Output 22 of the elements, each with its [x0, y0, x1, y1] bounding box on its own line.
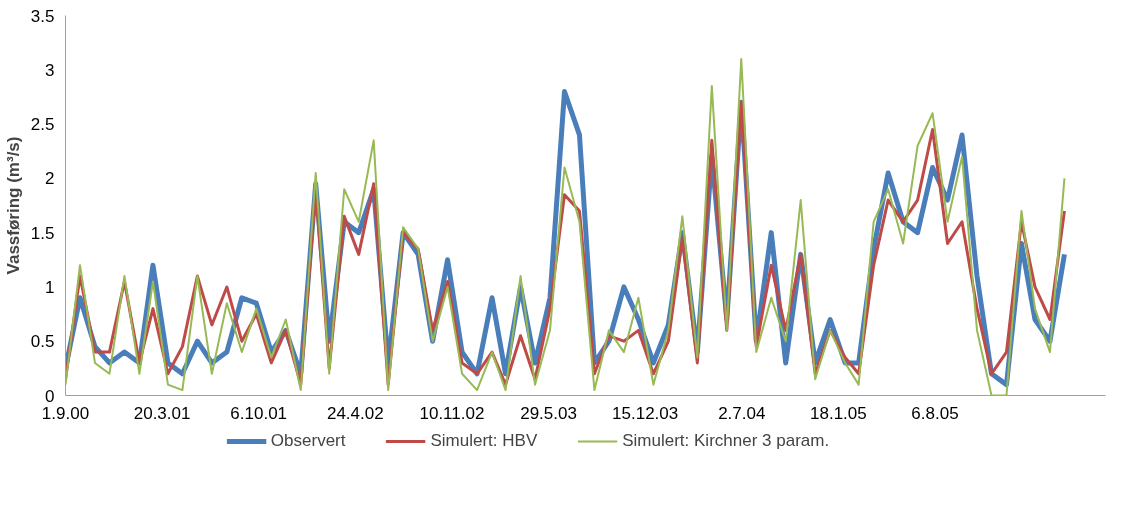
y-tick-label: 0	[45, 386, 55, 406]
x-tick-label: 24.4.02	[326, 403, 384, 423]
x-tick-label: 29.5.03	[520, 403, 577, 423]
x-tick-label: 6.8.05	[911, 403, 959, 423]
x-tick-label: 6.10.01	[230, 403, 288, 423]
y-tick-label: 1.5	[30, 223, 55, 243]
y-axis-title: Vassføring (m³/s)	[3, 136, 23, 275]
y-tick-label: 3	[45, 60, 55, 80]
x-tick-label: 2.7.04	[718, 403, 766, 423]
y-tick-label: 0.5	[30, 332, 55, 352]
legend-label: Observert	[270, 431, 346, 451]
x-tick-label: 18.1.05	[810, 403, 867, 423]
legend-label: Simulert: HBV	[430, 431, 538, 451]
x-tick-label: 15.12.03	[612, 403, 679, 423]
x-tick-label: 1.9.00	[41, 403, 90, 423]
y-tick-label: 2	[45, 169, 55, 189]
y-tick-label: 3.5	[30, 6, 55, 26]
y-tick-label: 2.5	[30, 115, 55, 135]
x-tick-label: 10.11.02	[419, 403, 485, 423]
y-tick-label: 1	[45, 277, 55, 297]
x-tick-label: 20.3.01	[133, 403, 191, 423]
legend-label: Simulert: Kirchner 3 param.	[622, 431, 830, 451]
